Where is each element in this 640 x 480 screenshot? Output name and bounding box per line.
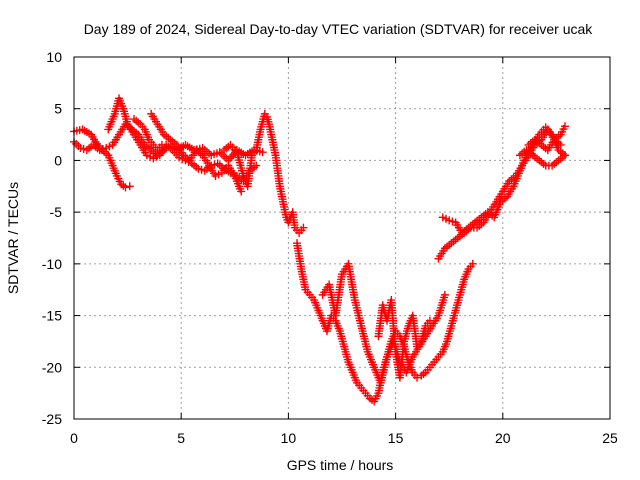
x-tick-labels: 0 5 10 15 20 25 — [70, 430, 618, 446]
x-tick-label: 25 — [602, 430, 618, 446]
data-point-marker — [468, 259, 477, 268]
series-track-m — [524, 122, 569, 155]
y-tick-label: 10 — [46, 49, 62, 65]
series-track-h — [318, 259, 449, 387]
data-point-marker — [237, 187, 246, 196]
series-track-l — [515, 146, 569, 170]
x-tick-label: 10 — [281, 430, 297, 446]
x-tick-label: 5 — [177, 430, 185, 446]
data-point-marker — [121, 183, 130, 192]
data-point-marker — [125, 182, 134, 191]
series-track-b — [70, 125, 134, 192]
data-point-marker — [157, 140, 166, 149]
y-tick-label: -15 — [42, 308, 62, 324]
x-tick-label: 15 — [388, 430, 404, 446]
y-tick-label: -10 — [42, 256, 62, 272]
y-tick-labels: 10 5 0 -5 -10 -15 -20 -25 — [42, 49, 62, 427]
y-axis-label: SDTVAR / TECUs — [5, 182, 21, 294]
y-tick-label: 0 — [54, 152, 62, 168]
data-point-marker — [425, 316, 434, 325]
chart-title: Day 189 of 2024, Sidereal Day-to-day VTE… — [84, 21, 594, 37]
data-point-marker — [560, 151, 569, 160]
series-track-f — [220, 109, 308, 237]
x-tick-label: 20 — [495, 430, 511, 446]
data-series — [70, 94, 569, 406]
y-tick-label: -20 — [42, 359, 62, 375]
data-point-marker — [560, 122, 569, 131]
data-point-marker — [299, 223, 308, 232]
x-axis-label: GPS time / hours — [287, 457, 394, 473]
series-track-d — [130, 115, 166, 155]
plot-frame — [73, 56, 611, 420]
y-tick-label: -25 — [42, 411, 62, 427]
y-tick-label: 5 — [54, 101, 62, 117]
axis-ticks — [73, 56, 611, 420]
data-point-marker — [258, 148, 267, 157]
data-point-marker — [440, 290, 449, 299]
series-track-i — [374, 296, 434, 382]
series-track-e — [147, 109, 246, 196]
x-tick-label: 0 — [70, 430, 78, 446]
y-tick-label: -5 — [50, 204, 63, 220]
data-point-marker — [413, 373, 422, 382]
